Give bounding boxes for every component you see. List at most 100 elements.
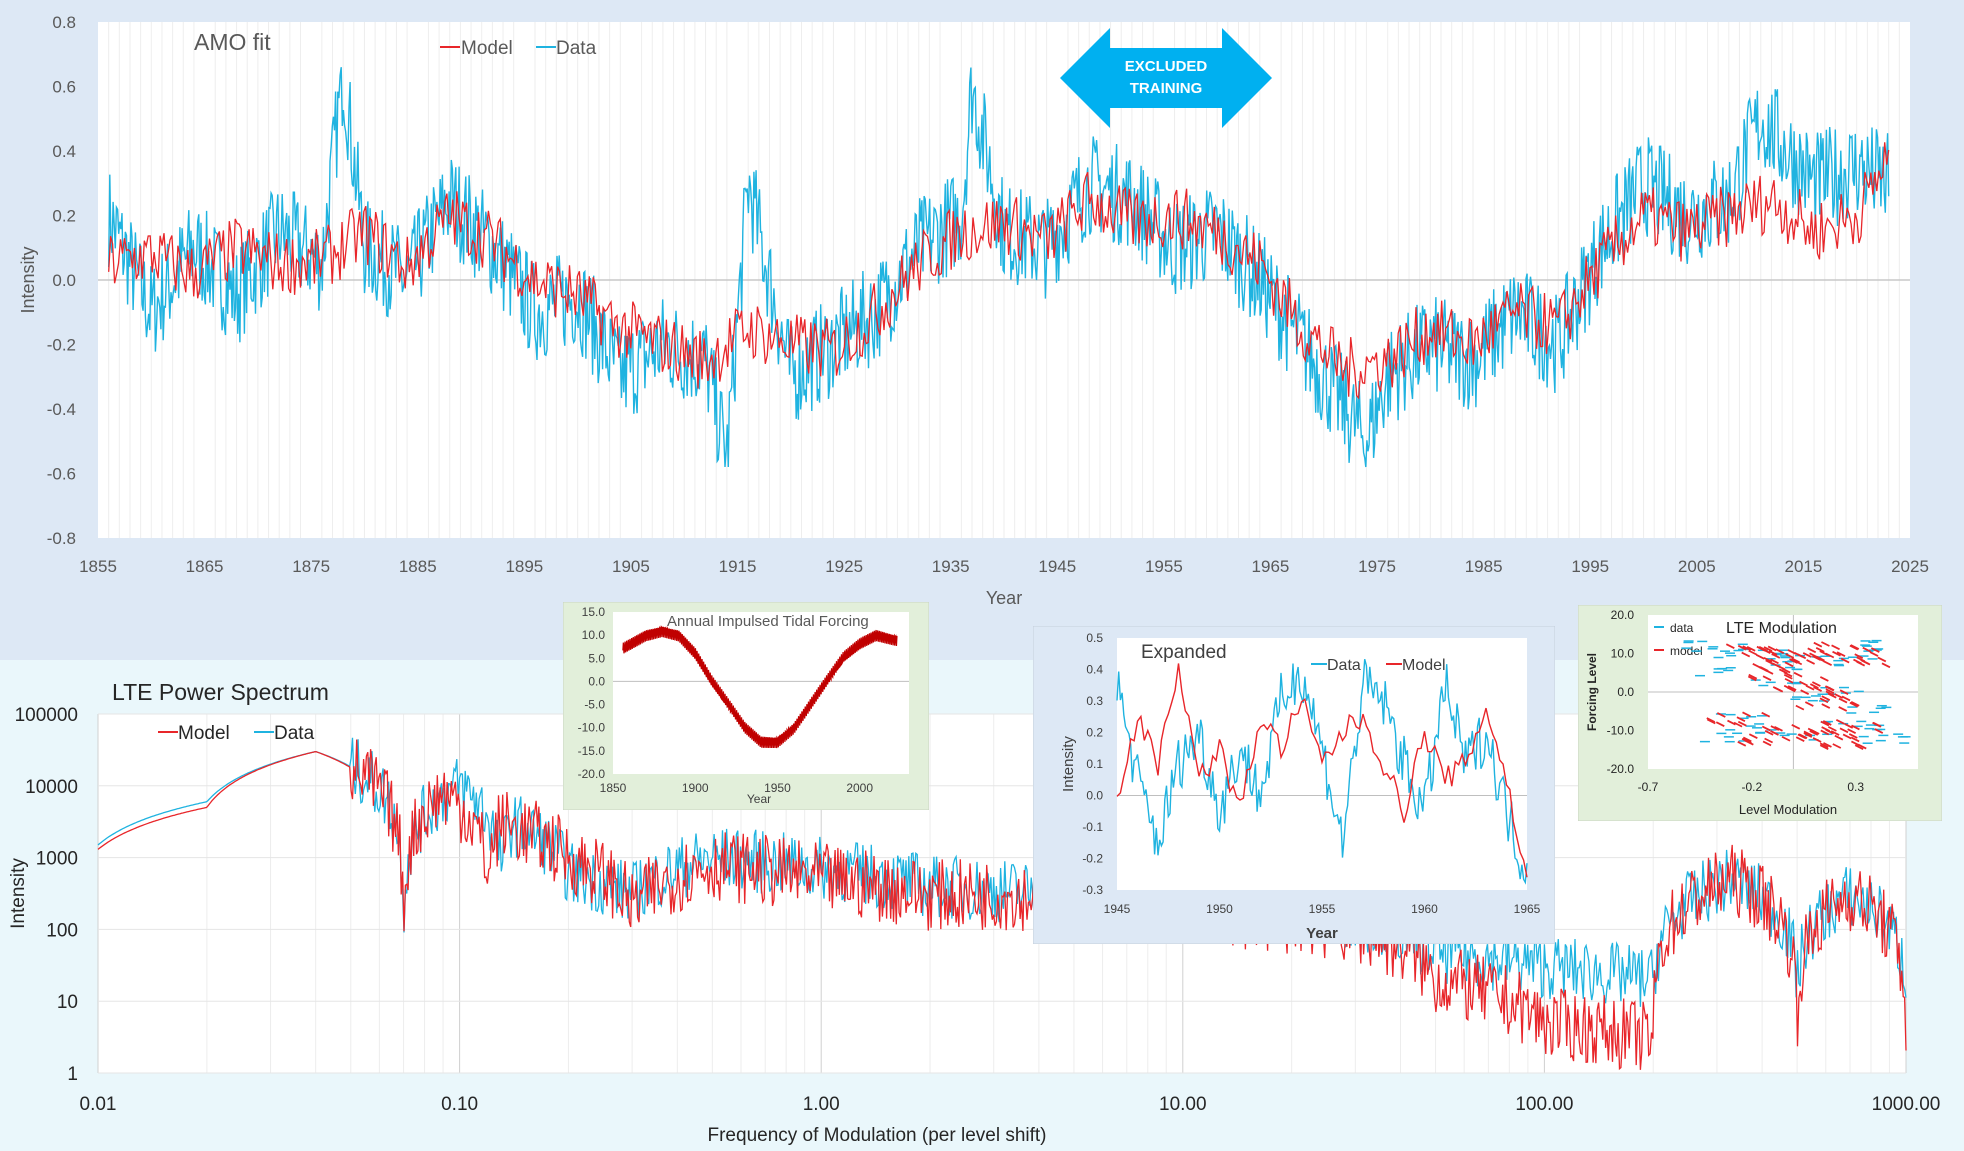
y-tick-label: -15.0 [578, 744, 606, 758]
model-point [1851, 740, 1860, 747]
model-point [1784, 677, 1794, 684]
model-point [1809, 683, 1819, 689]
model-point [1877, 656, 1887, 663]
chart-title: AMO fit [194, 29, 271, 55]
model-point [1830, 730, 1840, 736]
model-point [1847, 728, 1857, 735]
x-tick-label: 0.3 [1847, 780, 1864, 794]
y-tick-label: -0.4 [47, 400, 76, 419]
y-tick-label: 0.2 [1086, 726, 1103, 740]
model-point [1827, 726, 1837, 732]
series-model-line [1116, 663, 1528, 878]
excluded-label: EXCLUDED [1124, 58, 1208, 75]
y-axis-label: Intensity [18, 246, 38, 313]
model-point [1727, 719, 1736, 726]
model-point [1874, 728, 1884, 734]
y-tick-label: -0.6 [47, 465, 76, 484]
model-point [1854, 744, 1864, 751]
model-point [1767, 645, 1777, 652]
model-point [1807, 647, 1817, 654]
x-tick-label: 1900 [682, 781, 709, 795]
y-tick-label: 0.2 [52, 207, 76, 226]
y-tick-label: 20.0 [1611, 608, 1635, 622]
inset-title: Annual Impulsed Tidal Forcing [667, 613, 869, 630]
model-point [1781, 667, 1791, 674]
chart-title: LTE Power Spectrum [112, 679, 329, 705]
inset-title: LTE Modulation [1726, 620, 1837, 637]
model-point [1839, 689, 1849, 695]
model-point [1838, 697, 1848, 704]
y-tick-label: -10.0 [1607, 724, 1635, 738]
x-tick-label: 1915 [719, 557, 757, 576]
y-tick-label: 0.1 [1086, 757, 1103, 771]
model-point [1853, 658, 1862, 665]
model-point [1836, 651, 1846, 657]
x-tick-label: 1865 [186, 557, 224, 576]
model-point [1765, 659, 1775, 666]
model-point [1812, 737, 1822, 743]
tidal-forcing-inset: -20.0 -15.0 -10.0 -5.0 0.0 5.0 10.0 15.0 1850 190… [563, 602, 929, 810]
x-tick-label: 2015 [1784, 557, 1822, 576]
model-point [1795, 736, 1805, 742]
x-axis-label: Year [1306, 925, 1338, 942]
y-tick-label: -0.2 [1082, 852, 1103, 866]
x-axis-label: Frequency of Modulation (per level shift… [708, 1125, 1047, 1146]
model-point [1804, 701, 1814, 707]
model-point [1831, 644, 1840, 651]
x-tick-label: 1965 [1514, 902, 1541, 916]
x-tick-label: 1925 [825, 557, 863, 576]
x-tick-label: -0.2 [1742, 780, 1763, 794]
x-tick-label: 1875 [292, 557, 330, 576]
model-point [1819, 697, 1829, 704]
model-point [1819, 744, 1829, 750]
model-point [1736, 716, 1746, 722]
x-tick-label: 2025 [1891, 557, 1929, 576]
forcing-line [622, 625, 898, 749]
model-point [1838, 706, 1848, 712]
model-point [1861, 659, 1871, 666]
legend-data-label: Data [274, 723, 315, 744]
x-tick-label: 1.00 [803, 1094, 840, 1115]
model-point [1800, 689, 1810, 696]
model-point [1839, 727, 1849, 734]
model-point [1706, 718, 1716, 725]
model-point [1725, 643, 1735, 649]
y-tick-label: 10.0 [1611, 647, 1635, 661]
model-point [1834, 693, 1844, 699]
y-tick-label: -20.0 [578, 767, 606, 781]
x-tick-label: 1885 [399, 557, 437, 576]
y-tick-label: 0.5 [1086, 631, 1103, 645]
model-point [1820, 720, 1830, 727]
x-tick-label: 2000 [846, 781, 873, 795]
model-point [1778, 668, 1788, 675]
model-point [1795, 704, 1805, 711]
model-point [1824, 685, 1834, 692]
model-point [1764, 730, 1774, 736]
y-tick-label: 0.4 [52, 142, 76, 161]
model-point [1748, 673, 1758, 680]
x-tick-label: 1000.00 [1872, 1094, 1941, 1115]
legend-model-label: Model [461, 38, 513, 59]
model-point [1761, 725, 1771, 732]
model-point [1742, 711, 1751, 718]
model-point [1870, 647, 1880, 653]
series-data-line [1116, 659, 1528, 885]
model-point [1869, 651, 1879, 657]
model-point [1872, 721, 1882, 728]
x-tick-label: 1985 [1465, 557, 1503, 576]
y-tick-label: -0.2 [47, 336, 76, 355]
x-tick-label: 1950 [764, 781, 791, 795]
model-point [1803, 730, 1813, 737]
x-tick-label: 1955 [1309, 902, 1336, 916]
y-tick-label: 15.0 [582, 605, 606, 619]
y-tick-label: 100 [46, 920, 78, 941]
series-model-line [97, 739, 1907, 1071]
y-tick-label: 0.0 [52, 271, 76, 290]
model-point [1821, 641, 1830, 647]
model-point [1827, 692, 1837, 699]
y-tick-label: 0.4 [1086, 663, 1103, 677]
x-tick-label: 0.10 [441, 1094, 478, 1115]
series-model-line [108, 142, 1890, 400]
excluded-training-arrow: EXCLUDED TRAINING [1060, 28, 1272, 128]
model-point [1781, 735, 1791, 742]
